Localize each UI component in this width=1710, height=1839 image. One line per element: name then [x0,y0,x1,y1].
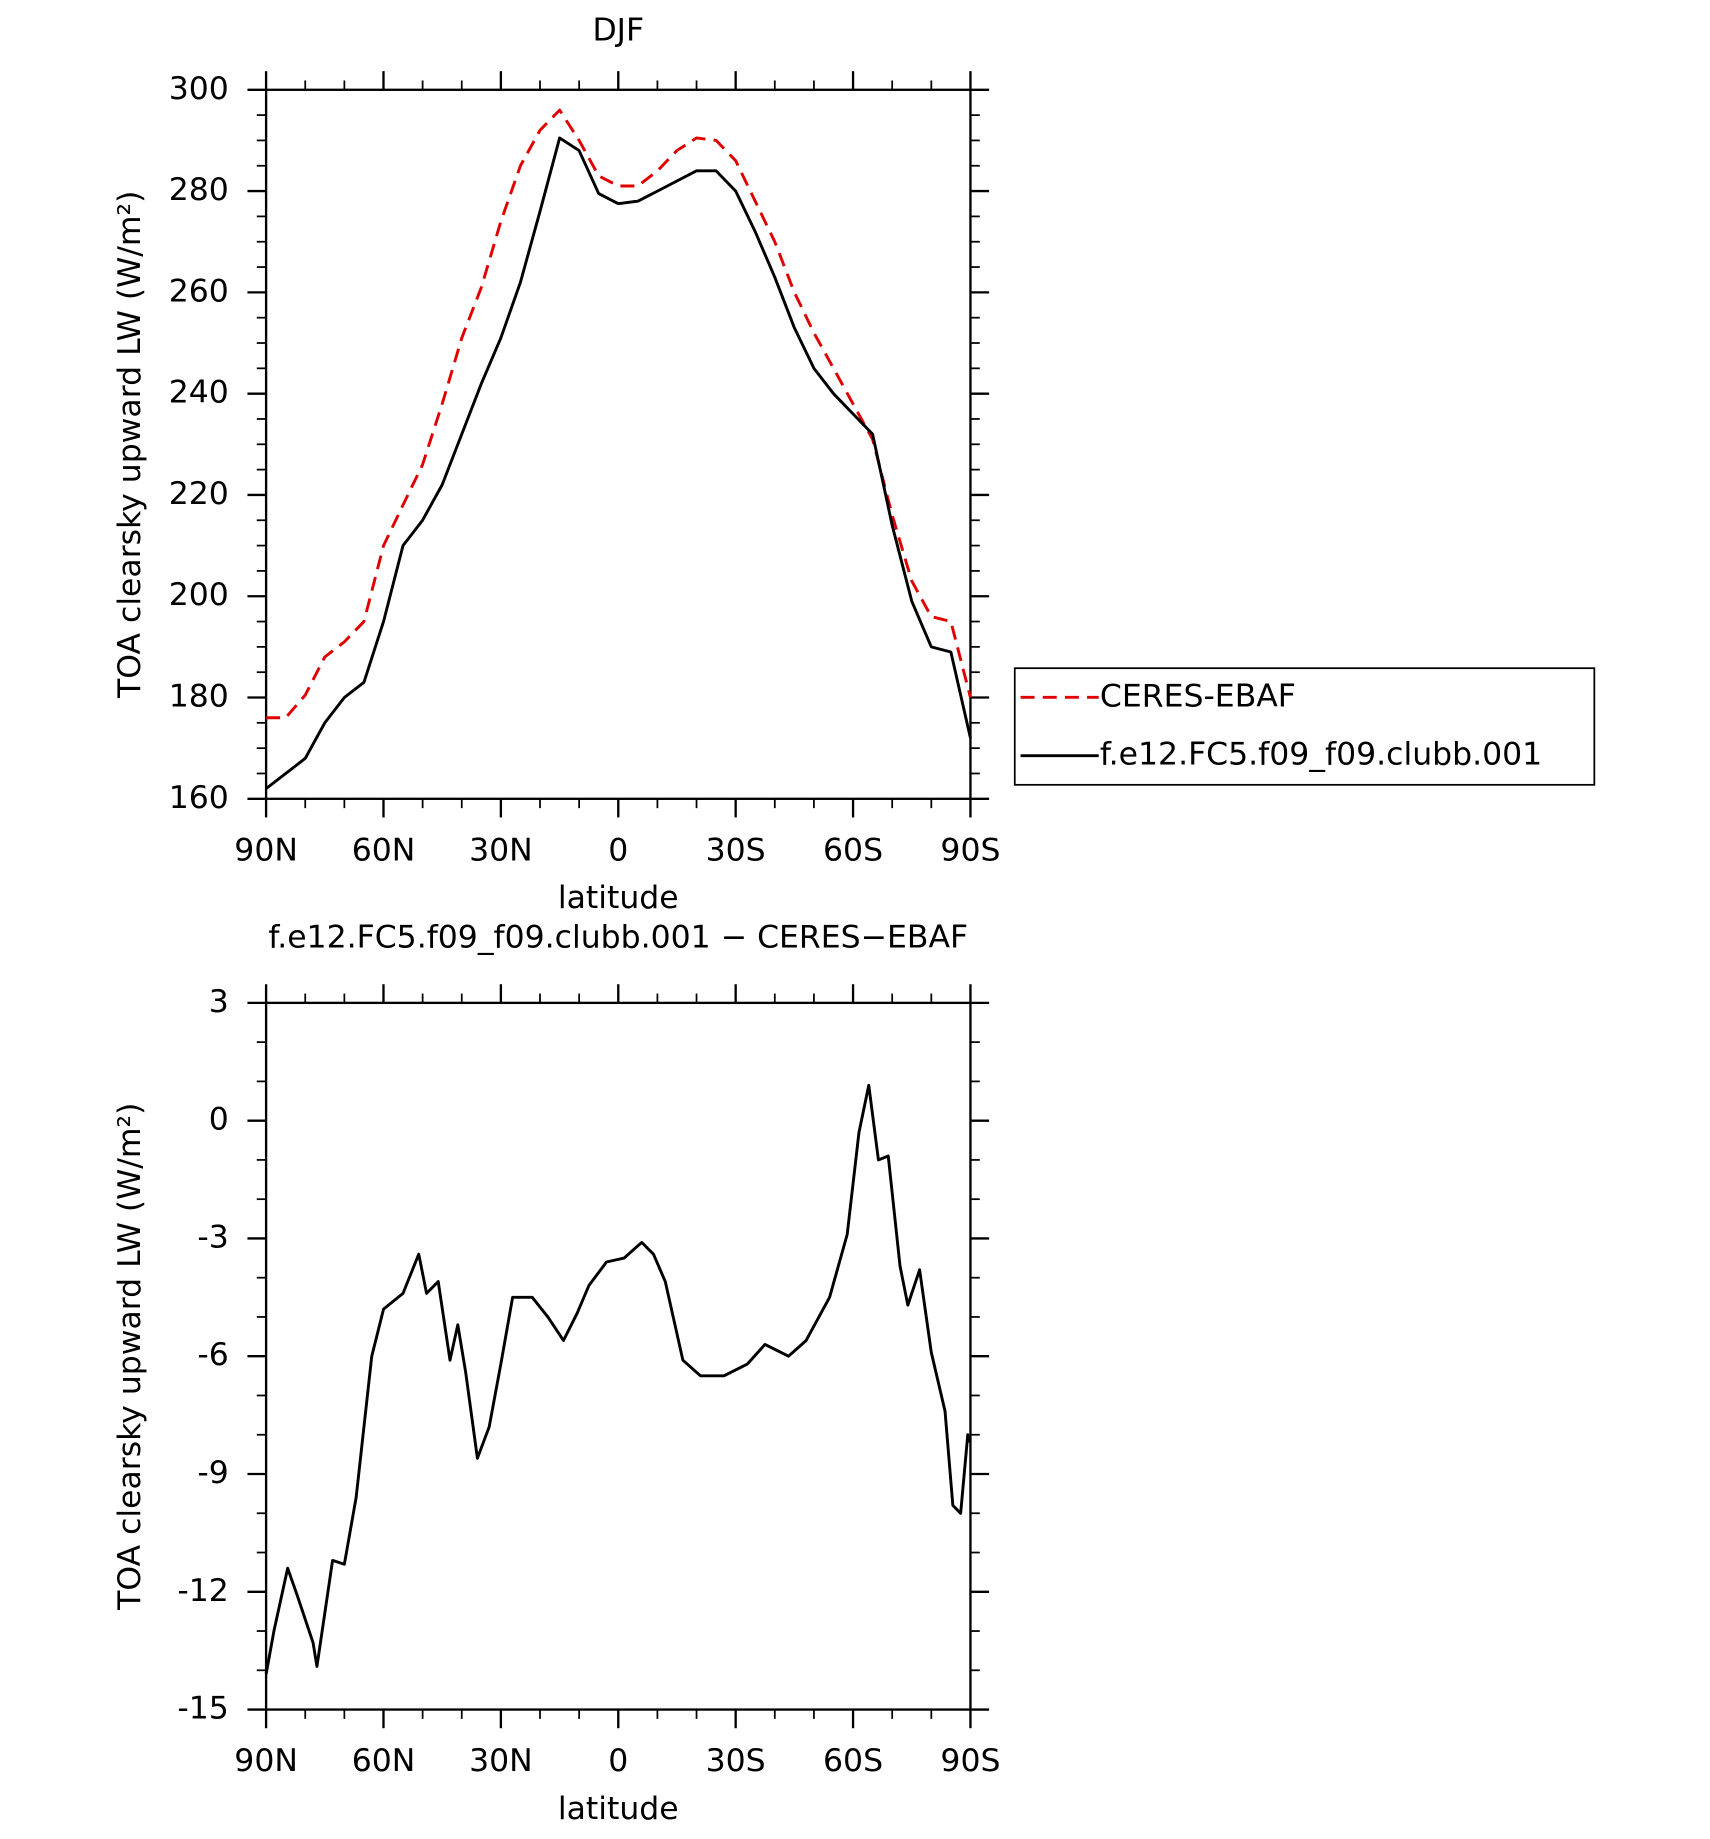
data-line [265,136,972,790]
y-tick-label: -12 [177,1573,228,1609]
chart-title: DJF [592,12,644,48]
y-tick-label: -6 [197,1337,228,1373]
x-tick-label: 90S [940,832,1000,868]
y-tick-label: 240 [169,375,229,411]
data-line [264,1083,972,1675]
x-tick-label: 60S [823,1743,883,1779]
y-axis-label: TOA clearsky upward LW (W/m²) [112,191,148,699]
y-axis-label: TOA clearsky upward LW (W/m²) [112,1103,148,1611]
legend-box [1013,667,1596,786]
y-tick-label: 0 [209,1102,229,1138]
x-tick-label: 30S [706,1743,766,1779]
x-tick-label: 30N [469,1743,533,1779]
y-tick-label: -3 [197,1219,228,1255]
legend-label: f.e12.FC5.f09_f09.clubb.001 [1100,737,1542,773]
y-tick-label: 160 [169,780,229,816]
data-line [266,108,972,720]
x-axis-label: latitude [558,880,679,916]
x-tick-label: 60N [352,1743,416,1779]
x-tick-label: 90N [234,1743,298,1779]
y-tick-label: 180 [169,679,229,715]
x-tick-label: 90N [234,832,298,868]
legend-label: CERES-EBAF [1100,678,1296,714]
x-tick-label: 0 [608,832,628,868]
y-tick-label: 200 [169,577,229,613]
plot-frame [264,88,972,800]
x-tick-label: 30S [706,832,766,868]
y-tick-label: 3 [209,984,229,1020]
x-tick-label: 90S [940,1743,1000,1779]
x-tick-label: 30N [469,832,533,868]
y-tick-label: 300 [169,71,229,107]
x-axis-label: latitude [558,1791,679,1827]
chart-title: f.e12.FC5.f09_f09.clubb.001 − CERES−EBAF [268,920,968,956]
y-tick-label: -15 [177,1691,228,1727]
x-tick-label: 60S [823,832,883,868]
x-tick-label: 60N [352,832,416,868]
y-tick-label: 220 [169,476,229,512]
x-tick-label: 0 [608,1743,628,1779]
y-tick-label: 260 [169,273,229,309]
y-tick-label: 280 [169,172,229,208]
y-tick-label: -9 [197,1455,228,1491]
